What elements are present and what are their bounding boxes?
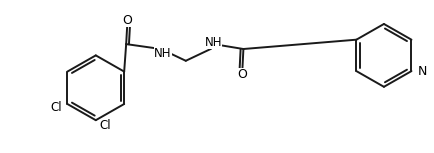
Text: O: O xyxy=(237,68,247,81)
Text: NH: NH xyxy=(154,47,171,60)
Text: N: N xyxy=(417,65,426,78)
Text: NH: NH xyxy=(204,36,222,49)
Text: Cl: Cl xyxy=(99,119,111,132)
Text: O: O xyxy=(122,14,132,27)
Text: Cl: Cl xyxy=(51,101,62,114)
